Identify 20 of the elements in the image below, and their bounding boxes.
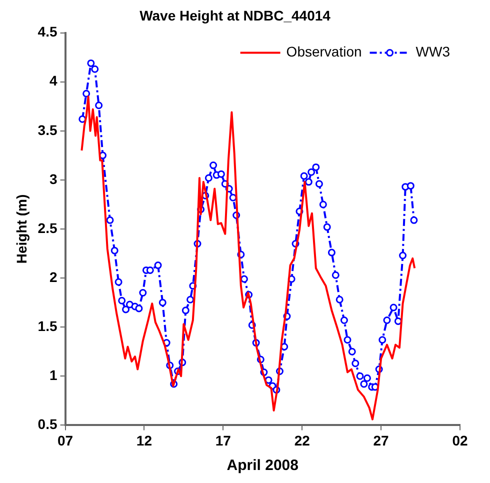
x-axis-title: April 2008: [226, 457, 298, 474]
x-tick-label: 02: [452, 432, 468, 448]
y-tick-label: 1: [49, 367, 58, 384]
y-tick-label: 3.5: [38, 122, 58, 138]
y-tick-label: 2.5: [38, 220, 58, 236]
y-tick-label: 3: [49, 170, 58, 187]
y-tick-label: 4: [49, 72, 58, 89]
chart-title: Wave Height at NDBC_44014: [140, 7, 331, 24]
y-tick-label: 1.5: [38, 318, 58, 334]
y-axis-title: Height (m): [13, 194, 30, 264]
x-tick-label: 27: [373, 432, 390, 448]
x-tick-label: 17: [215, 432, 232, 448]
y-tick-label: 4.5: [38, 24, 58, 40]
legend-label: Observation: [286, 44, 362, 60]
y-tick-label: 2: [49, 268, 58, 285]
x-tick-label: 12: [136, 432, 152, 448]
y-tick-label: 0.5: [38, 416, 58, 432]
legend-label: WW3: [416, 44, 450, 60]
x-tick-label: 07: [57, 432, 74, 448]
x-tick-label: 22: [294, 432, 310, 448]
